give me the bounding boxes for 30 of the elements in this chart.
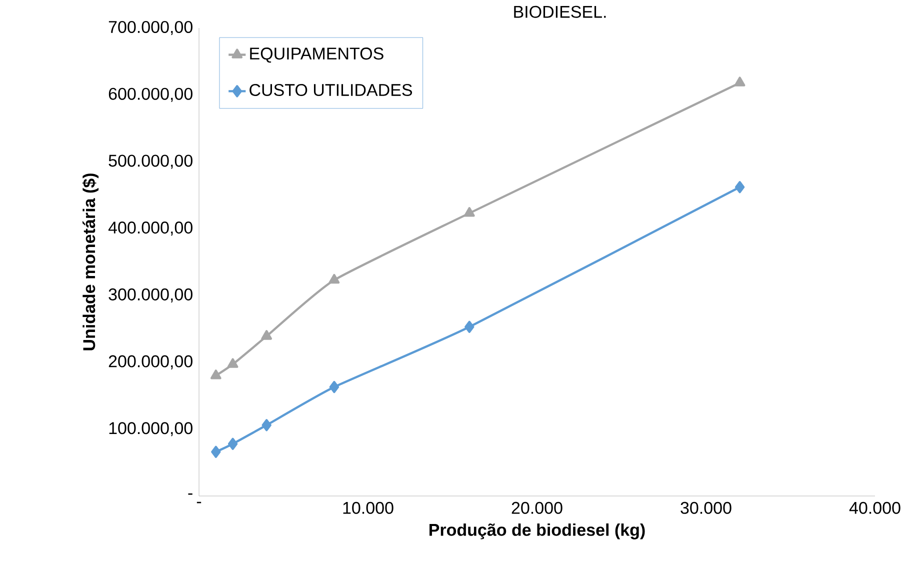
point (464, 207, 475, 217)
y-tick-label: - (188, 493, 192, 495)
point (261, 330, 272, 340)
x-tick-label: 10.000 (343, 502, 394, 514)
y-axis-title: Unidade monetária ($) (82, 174, 99, 350)
point (262, 419, 272, 432)
y-tick-label: 200.000,00 (108, 355, 192, 370)
point (329, 380, 340, 394)
point (734, 181, 745, 194)
x-tick-label: - (196, 502, 202, 504)
point (328, 274, 340, 284)
y-tick-label: 500.000,00 (108, 154, 192, 169)
chart-title: BIODIESEL. (514, 6, 606, 18)
y-tick-label: 300.000,00 (108, 288, 192, 302)
point (211, 446, 221, 458)
point (464, 320, 474, 333)
point (227, 358, 238, 368)
legend-label: EQUIPAMENTOS (250, 48, 384, 63)
x-tick-label: 40.000 (849, 502, 900, 514)
point (210, 370, 222, 380)
point (734, 76, 746, 86)
y-tick-label: 600.000,00 (108, 88, 192, 102)
x-tick-label: 20.000 (512, 502, 562, 514)
x-tick-label: 30.000 (680, 502, 732, 514)
y-tick-label: 400.000,00 (108, 222, 192, 236)
x-axis-title: Produção de biodiesel (kg) (430, 523, 645, 540)
y-tick-label: 700.000,00 (108, 20, 192, 36)
y-tick-label: 100.000,00 (109, 422, 192, 436)
legend-label: CUSTO UTILIDADES (250, 84, 412, 96)
point (228, 438, 238, 450)
